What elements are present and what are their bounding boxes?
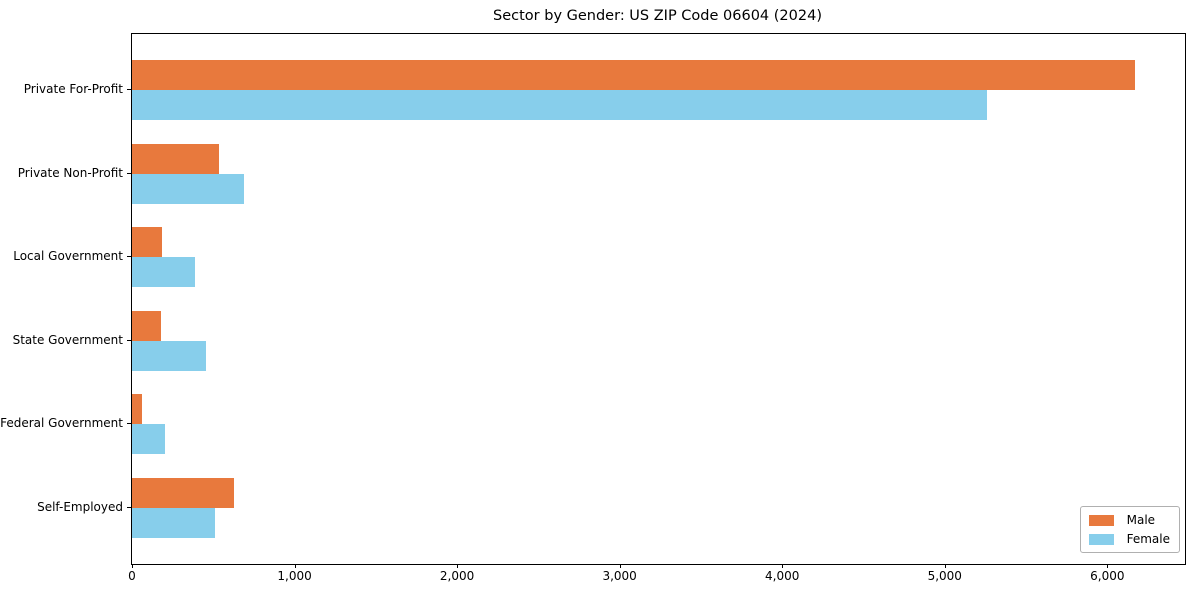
legend-label-male: Male <box>1126 513 1156 527</box>
male-bar-1 <box>132 143 219 174</box>
chart-title: Sector by Gender: US ZIP Code 06604 (202… <box>493 8 822 24</box>
female-series-swatch <box>1088 533 1114 545</box>
x-tick-mark <box>457 564 459 568</box>
male-bar-4 <box>132 394 142 425</box>
x-tick-label: 6,000 <box>1090 569 1125 583</box>
y-tick-label: Local Government <box>13 249 123 264</box>
female-bar-1 <box>132 173 245 204</box>
male-bar-3 <box>132 310 162 341</box>
female-bar-5 <box>132 508 215 538</box>
y-tick-mark <box>127 256 131 258</box>
plot-area: Male Female <box>131 33 1186 565</box>
y-tick-mark <box>127 339 131 341</box>
legend-label-female: Female <box>1126 532 1170 546</box>
y-tick-label: Federal Government <box>0 416 123 431</box>
female-bar-2 <box>132 257 196 288</box>
x-tick-mark <box>944 564 946 568</box>
legend: Male Female <box>1079 506 1180 553</box>
x-tick-mark <box>294 564 296 568</box>
x-tick-mark <box>132 564 133 568</box>
legend-item-male: Male <box>1088 513 1170 527</box>
x-tick-label: 3,000 <box>602 569 637 583</box>
x-tick-label: 5,000 <box>927 569 962 583</box>
male-bar-2 <box>132 227 163 258</box>
y-tick-mark <box>127 172 131 174</box>
female-bar-0 <box>132 90 987 120</box>
y-tick-mark <box>127 507 131 508</box>
y-tick-mark <box>127 89 131 90</box>
x-tick-mark <box>1107 564 1109 568</box>
male-bar-5 <box>132 478 234 508</box>
male-series-swatch <box>1088 514 1114 526</box>
female-bar-3 <box>132 340 206 371</box>
legend-item-female: Female <box>1088 532 1170 546</box>
y-tick-label: Self-Employed <box>37 500 123 514</box>
x-tick-label: 1,000 <box>277 569 312 583</box>
y-tick-label: State Government <box>12 332 123 347</box>
x-tick-label: 0 <box>128 569 136 583</box>
x-tick-mark <box>619 564 621 568</box>
x-tick-mark <box>782 564 784 568</box>
female-bar-4 <box>132 424 165 455</box>
y-tick-label: Private Non-Profit <box>17 165 123 180</box>
male-bar-0 <box>132 60 1135 90</box>
x-tick-label: 4,000 <box>765 569 800 583</box>
y-tick-mark <box>127 423 131 425</box>
y-tick-label: Private For-Profit <box>23 82 123 96</box>
x-tick-label: 2,000 <box>439 569 475 583</box>
